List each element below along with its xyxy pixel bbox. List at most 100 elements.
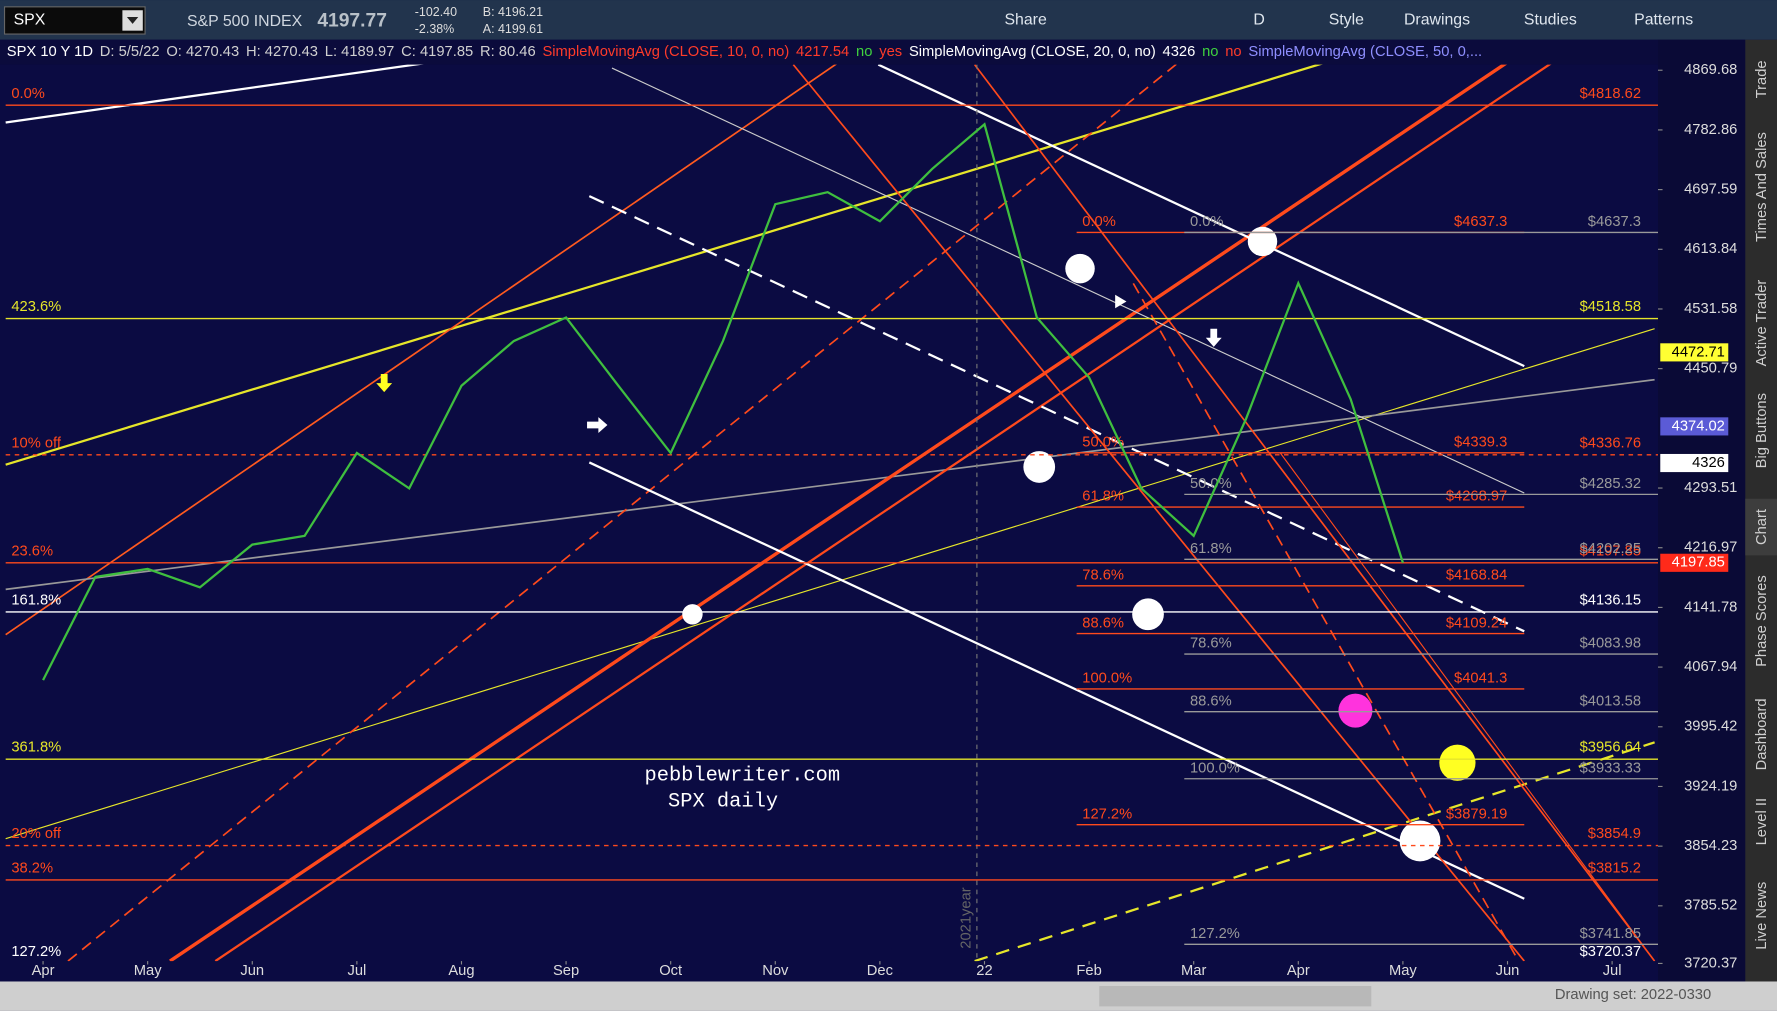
level-pct: 20% off [11,826,62,842]
y-tick-label: 3854.23 [1684,838,1737,854]
arrow-marker [1115,294,1127,309]
toolbar-button[interactable]: Drawings [1404,12,1470,29]
x-tick-label: May [1389,963,1417,979]
year-marker: 2021year [959,887,975,948]
fib-pct: 88.6% [1190,693,1232,709]
watermark: SPX daily [668,791,778,814]
drawing-line [1132,282,1520,962]
price-badge-label: 4472.71 [1672,344,1725,360]
sidebar-active [1745,498,1777,556]
toolbar-button[interactable]: Studies [1524,12,1577,29]
info-item: SPX 10 Y 1D [7,44,93,60]
x-tick-label: Oct [659,963,682,979]
drawing-line [877,64,1525,368]
level-pct: 127.2% [11,944,61,960]
sidebar-tab[interactable]: Active Trader [1754,280,1770,367]
level-price: $3720.37 [1580,944,1641,960]
level-price: $3854.9 [1588,826,1641,842]
drawing-line [214,64,1552,962]
sidebar-tab[interactable]: Big Buttons [1754,393,1770,468]
price-axis [1658,39,1746,982]
fib-price: $4013.58 [1580,693,1641,709]
fib-price: $4285.32 [1580,476,1641,492]
fib-price: $4168.84 [1446,567,1507,583]
x-tick-label: Jul [347,963,366,979]
symbol-name: S&P 500 INDEX [187,13,303,30]
level-price: $4518.58 [1580,299,1641,315]
y-tick-label: 4782.86 [1684,122,1737,138]
info-item: no [1225,44,1241,60]
info-item: SimpleMovingAvg (CLOSE, 20, 0, no) [909,44,1156,60]
fib-price: $4083.98 [1580,636,1641,652]
sidebar-tab[interactable]: Trade [1754,60,1770,98]
info-row [0,39,1659,65]
drawing-line [5,64,837,636]
price-badge-label: 4374.02 [1672,418,1725,434]
fib-price: $4041.3 [1454,671,1507,687]
drawing-line [5,64,423,124]
x-tick-label: Jun [1496,963,1520,979]
toolbar-button[interactable]: D [1253,12,1264,29]
toolbar-button[interactable]: Share [1004,12,1046,29]
symbol-box[interactable] [3,6,146,35]
fib-price: $4637.3 [1454,214,1507,230]
scroll-thumb[interactable] [1099,986,1372,1007]
fib-price: $3933.33 [1580,760,1641,776]
price-badge [1660,553,1729,572]
fib-pct: 50.0% [1082,435,1124,451]
x-tick-label: Jul [1603,963,1622,979]
info-item: D: 5/5/22 [100,44,160,60]
y-tick-label: 3785.52 [1684,898,1737,914]
info-item: R: 80.46 [480,44,536,60]
x-tick-label: Apr [1287,963,1310,979]
marker-circle [1132,598,1164,631]
arrow-marker [1205,328,1222,347]
toolbar [0,0,1777,40]
y-tick-label: 4293.51 [1684,480,1737,496]
drawing-line [5,64,1323,466]
sidebar-tab[interactable]: Live News [1754,882,1770,950]
sidebar-tab[interactable]: Chart [1754,509,1770,545]
level-price: $3815.2 [1588,860,1641,876]
fib-price: $3879.19 [1446,806,1507,822]
x-tick-label: Jun [240,963,264,979]
last-price: 4197.77 [317,11,387,32]
symbol[interactable]: SPX [14,12,46,29]
x-tick-label: Nov [762,963,789,979]
axis-layer: 4869.68 4782.86 4697.59 4613.84 4531.58 4450.… [32,62,1738,979]
fib-price: $4268.97 [1446,489,1507,505]
fib-pct: 0.0% [1082,214,1116,230]
price-line [42,122,1404,681]
fib-pct: 50.0% [1190,476,1232,492]
toolbar-button[interactable]: Style [1329,12,1364,29]
x-tick-label: 22 [976,963,992,979]
y-tick-label: 4450.79 [1684,361,1737,377]
info-item: O: 4270.43 [166,44,239,60]
scrollbar [0,981,1777,1011]
y-tick-label: 3995.42 [1684,719,1737,735]
marker-circle [1247,226,1278,257]
sidebar-tab[interactable]: Times And Sales [1754,132,1770,242]
toolbar-buttons: Share D Style Drawings Studies Patterns [1004,12,1693,29]
drawings [5,64,1656,962]
fib-price: $4109.24 [1446,615,1507,631]
marker-circle [682,604,703,625]
drawing-line [5,328,1655,840]
toolbar-button[interactable]: Patterns [1634,12,1693,29]
sidebar-tab[interactable]: Dashboard [1754,698,1770,770]
level-pct: 361.8% [11,740,61,756]
fib-pct: 0.0% [1190,214,1224,230]
sidebar-tab[interactable]: Level II [1754,798,1770,845]
level-price: $4197.85 [1580,543,1641,559]
info-item: yes [879,44,902,60]
level-pct: 161.8% [11,592,61,608]
drawing-line [792,64,1525,962]
drawing-line [5,378,1655,591]
fib-price: $4637.3 [1588,214,1641,230]
fib-pct: 127.2% [1190,926,1240,942]
y-tick-label: 4141.78 [1684,599,1737,615]
fib-price: $3741.85 [1580,926,1641,942]
sidebar-tab[interactable]: Phase Scores [1754,575,1770,667]
